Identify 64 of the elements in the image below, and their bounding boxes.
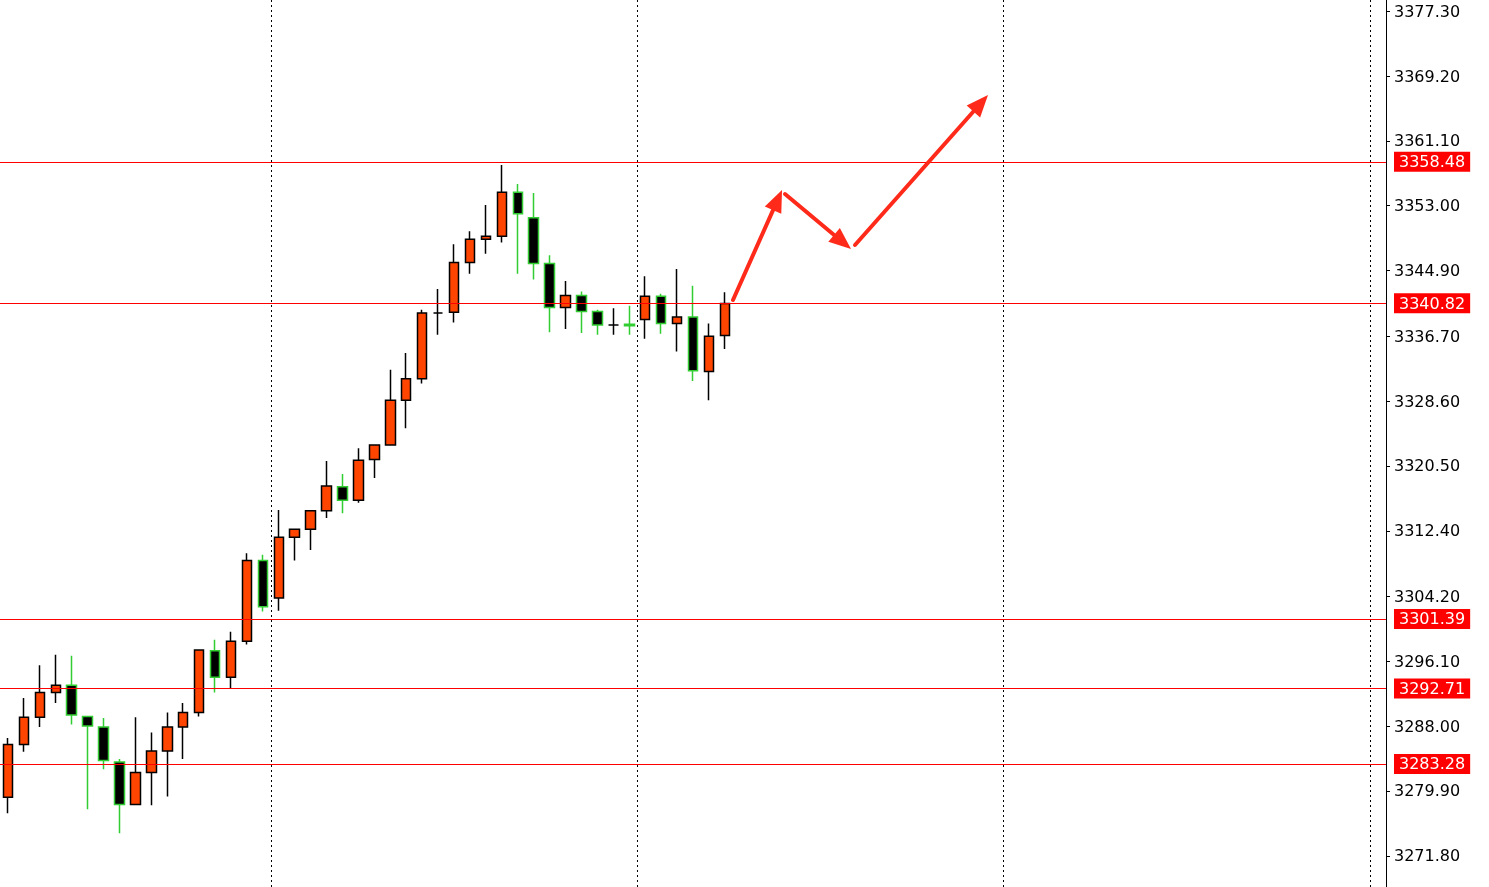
candlestick <box>512 183 524 275</box>
candlestick <box>97 717 110 771</box>
candlestick <box>225 630 237 690</box>
candlestick <box>527 192 540 281</box>
candlestick <box>575 290 588 334</box>
candlestick <box>400 352 412 430</box>
candlestick <box>304 509 317 551</box>
candlestick <box>81 715 94 811</box>
y-tick-label: 3336.70 <box>1394 326 1461 346</box>
candlestick <box>671 268 683 353</box>
candlestick <box>50 654 62 704</box>
candlestick <box>209 638 221 694</box>
candlestick <box>368 443 381 479</box>
candlestick <box>384 369 397 446</box>
candlestick <box>559 280 572 330</box>
y-tick-label: 3344.90 <box>1394 261 1461 281</box>
candlestick <box>65 654 78 726</box>
y-tick-label: 3288.00 <box>1394 716 1461 736</box>
candlestick <box>145 731 158 807</box>
candlestick <box>703 322 715 402</box>
y-tick-label: 3353.00 <box>1394 196 1461 216</box>
candlestick <box>34 664 46 728</box>
candlestick <box>480 204 492 255</box>
y-tick-label: 3377.30 <box>1394 1 1461 21</box>
candlestick <box>193 648 205 718</box>
y-tick-label: 3271.80 <box>1394 846 1461 866</box>
candlestick <box>719 291 731 350</box>
candlestick <box>496 164 508 244</box>
candlestick <box>177 702 189 760</box>
candlestick <box>623 305 636 336</box>
candlestick <box>288 528 301 562</box>
candlestick <box>273 509 285 612</box>
candlestick <box>639 275 651 340</box>
y-tick-label: 3296.10 <box>1394 651 1461 671</box>
candlestick <box>432 288 444 336</box>
y-tick-label: 3320.50 <box>1394 456 1461 476</box>
candlestick <box>543 254 556 333</box>
candlestick <box>18 697 30 753</box>
candlestick <box>464 230 476 275</box>
candlestick <box>129 716 142 806</box>
candlestick <box>416 309 428 385</box>
ref-line-label: 3358.48 <box>1399 152 1466 172</box>
candlestick <box>655 293 667 335</box>
y-tick-label: 3279.90 <box>1394 781 1461 801</box>
candlestick <box>257 554 269 613</box>
candlestick <box>687 285 699 382</box>
ref-line-label: 3283.28 <box>1399 754 1466 774</box>
candlestick <box>161 711 174 798</box>
candlestick <box>2 737 14 815</box>
candlestick <box>448 243 460 324</box>
candlestick <box>113 758 126 835</box>
candlestick <box>591 309 604 336</box>
y-tick-label: 3369.20 <box>1394 66 1461 86</box>
ref-line-label: 3301.39 <box>1399 609 1466 629</box>
ref-line-label: 3292.71 <box>1399 678 1466 698</box>
y-tick-label: 3304.20 <box>1394 586 1461 606</box>
y-tick-label: 3328.60 <box>1394 391 1461 411</box>
ref-line-label: 3340.82 <box>1399 293 1466 313</box>
y-tick-label: 3312.40 <box>1394 521 1461 541</box>
candlestick <box>336 473 349 514</box>
candlestick <box>241 552 253 646</box>
candlestick <box>352 447 365 504</box>
candlestick <box>320 460 333 519</box>
y-tick-label: 3361.10 <box>1394 131 1461 151</box>
